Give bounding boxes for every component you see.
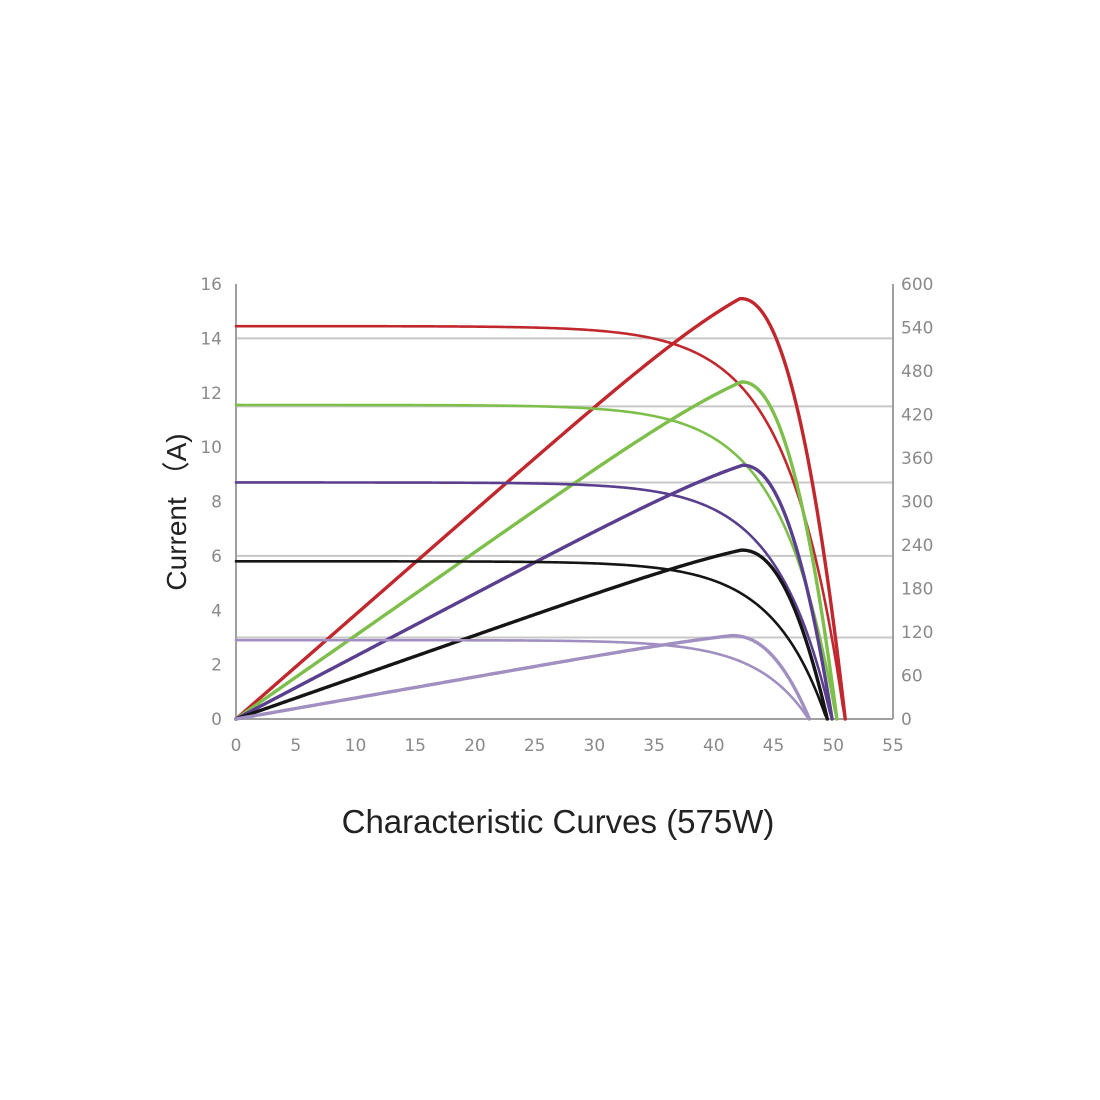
power-curve-3 bbox=[234, 463, 834, 721]
curves bbox=[234, 296, 847, 721]
y-left-tick-label: 14 bbox=[200, 329, 222, 349]
y-right-tick-label: 360 bbox=[901, 449, 933, 469]
x-tick-label: 45 bbox=[763, 736, 785, 756]
iv-curve-5 bbox=[234, 638, 811, 721]
iv-curve-1 bbox=[234, 324, 847, 721]
y-right-tick-label: 480 bbox=[901, 362, 933, 382]
x-tick-label: 20 bbox=[464, 736, 486, 756]
y-right-tick-label: 300 bbox=[901, 493, 933, 513]
y-left-tick-label: 2 bbox=[211, 656, 222, 676]
power-curve-2 bbox=[234, 380, 839, 721]
y-right-tick-label: 180 bbox=[901, 580, 933, 600]
power-curve-1 bbox=[234, 296, 847, 721]
y-right-tick-label: 60 bbox=[901, 667, 923, 687]
y-left-tick-label: 16 bbox=[200, 275, 222, 295]
y-left-tick-label: 12 bbox=[200, 384, 222, 404]
x-tick-label: 15 bbox=[404, 736, 426, 756]
x-tick-label: 0 bbox=[231, 736, 242, 756]
axes bbox=[235, 284, 894, 720]
iv-curve-4 bbox=[234, 560, 829, 721]
y-left-tick-label: 10 bbox=[200, 438, 222, 458]
y-left-tick-label: 6 bbox=[211, 547, 222, 567]
y-right-tick-label: 120 bbox=[901, 623, 933, 643]
power-curve-5 bbox=[234, 633, 812, 721]
y-right-tick-label: 0 bbox=[901, 710, 912, 730]
iv-curve-2 bbox=[234, 403, 839, 721]
x-tick-label: 5 bbox=[290, 736, 301, 756]
x-tick-label: 40 bbox=[703, 736, 725, 756]
tick-labels: 0 5 10 15 20 25 30 35 40 45 50 55 0 2 4 6 8 10 12 14 16 0 60 12… bbox=[200, 275, 933, 756]
y-right-tick-label: 600 bbox=[901, 275, 933, 295]
x-tick-label: 30 bbox=[584, 736, 606, 756]
x-tick-label: 25 bbox=[524, 736, 546, 756]
y-axis-label: Current （A) bbox=[161, 433, 192, 590]
power-curve-4 bbox=[234, 548, 829, 721]
y-right-tick-label: 240 bbox=[901, 536, 933, 556]
iv-curve-3 bbox=[234, 481, 834, 721]
y-left-tick-label: 0 bbox=[211, 710, 222, 730]
x-tick-label: 10 bbox=[345, 736, 367, 756]
chart-caption: Characteristic Curves (575W) bbox=[342, 803, 775, 840]
x-tick-label: 35 bbox=[643, 736, 665, 756]
y-right-tick-label: 540 bbox=[901, 319, 933, 339]
y-left-tick-label: 4 bbox=[211, 601, 222, 621]
y-right-tick-label: 420 bbox=[901, 406, 933, 426]
y-left-tick-label: 8 bbox=[211, 493, 222, 513]
x-tick-label: 50 bbox=[822, 736, 844, 756]
x-tick-label: 55 bbox=[882, 736, 904, 756]
